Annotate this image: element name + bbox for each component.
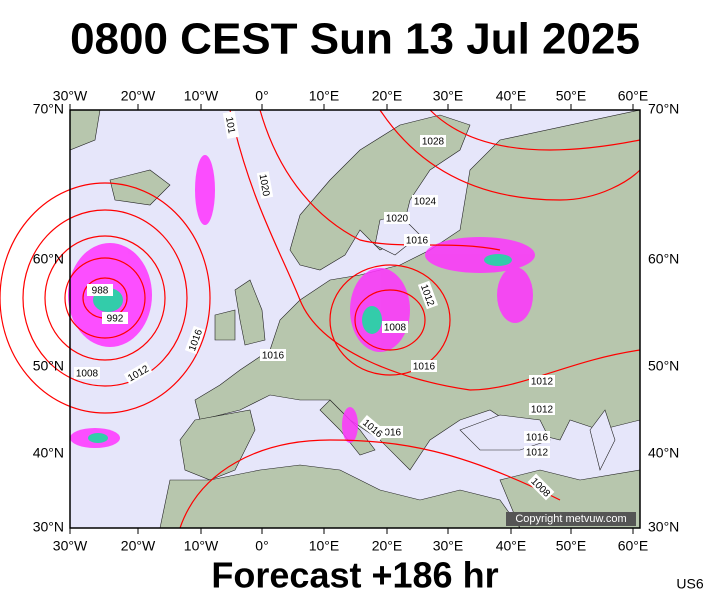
label-bg [260,349,286,361]
label-bg [74,367,100,379]
label-bg [123,361,153,385]
longitude-label: 20°E [372,538,403,554]
longitude-label: 40°E [496,88,527,104]
isobar-label: 1016 [379,428,402,439]
forecast-label: Forecast +186 hr [211,555,498,596]
label-bg [524,446,550,458]
isobar-label-box: 992 [102,312,128,325]
isobar-label-box: 1012 [529,403,555,416]
isobar-label-box: 1024 [412,195,438,208]
isobar-label: 1016 [262,351,285,362]
longitude-label: 30°W [53,88,88,104]
isobars [0,109,641,529]
latitude-label: 50°N [648,358,679,374]
longitude-label: 30°E [433,538,464,554]
longitude-label: 10°E [309,88,340,104]
label-bg [412,195,438,207]
isobar-label: 1020 [257,173,272,197]
isobar-label-box: 1012 [529,375,555,388]
isobar-label-box: 1028 [420,135,446,148]
label-bg [524,431,550,443]
isobar-label-box: 1016 [524,431,550,444]
label-bg [527,473,555,501]
longitude-label: 10°W [184,538,219,554]
isobar-label-box: 1016 [404,234,430,247]
longitude-label: 40°E [496,538,527,554]
isobar-label: 1008 [76,369,99,380]
label-bg [420,135,446,147]
isobar-label: 1008 [384,323,407,334]
longitude-label: 30°E [433,88,464,104]
latitude-label: 70°N [33,101,64,117]
isobar-label-box: 988 [87,284,113,297]
longitude-label: 0° [255,88,268,104]
isobar-label: 1016 [406,236,429,247]
isobar-label: 1012 [526,448,549,459]
label-bg [102,312,128,324]
label-bg [417,280,439,310]
isobar-label-box: 1016 [260,349,286,362]
isobar-label-box: 1016 [411,360,437,373]
longitude-label: 20°W [121,88,156,104]
latitude-label: 60°N [33,251,64,267]
isobar-label: 1012 [531,405,554,416]
model-code: US6 [676,576,703,592]
latitude-label: 60°N [648,251,679,267]
label-bg [359,415,387,441]
isobar-label-box: 1008 [74,367,100,380]
isobar-label-box: 1012 [524,446,550,459]
isobar-label: 101 [223,116,237,135]
copyright: Copyright metvuw.com [515,513,626,525]
isobar-label: 988 [92,286,109,297]
label-bg [256,171,274,199]
map-frame [69,109,641,529]
longitude-label: 60°E [618,538,649,554]
isobar-label: 1016 [526,433,549,444]
latitude-label: 30°N [33,519,64,535]
isobar-label: 1024 [414,197,437,208]
isobar-label: 1020 [386,214,409,225]
label-bg [529,403,555,415]
longitude-label: 0° [255,538,268,554]
longitude-label: 60°E [618,88,649,104]
label-bg [184,325,206,355]
isobar-label-box: 1008 [382,321,408,334]
isobar-label: 992 [107,314,124,325]
isobar-label: 1012 [531,377,554,388]
map-title: 0800 CEST Sun 13 Jul 2025 [70,15,640,64]
label-bg [404,234,430,246]
label-bg [87,284,113,296]
copyright-box [506,512,636,526]
latitude-label: 40°N [33,445,64,461]
longitude-label: 10°W [184,88,219,104]
longitude-label: 50°E [556,538,587,554]
isobar-label-box: 101 [222,111,240,139]
longitude-label: 50°E [556,88,587,104]
isobar-label: 1016 [413,362,436,373]
longitude-label: 20°E [372,88,403,104]
latitude-label: 50°N [33,358,64,374]
isobar-label: 1028 [422,137,445,148]
isobar-label-box: 1020 [256,171,274,199]
label-bg [411,360,437,372]
isobar-label-box: 1020 [384,212,410,225]
label-bg [222,111,240,139]
label-bg [382,321,408,333]
map-area: Copyright metvuw.com [0,109,641,529]
longitude-label: 30°W [53,538,88,554]
longitude-label: 10°E [309,538,340,554]
latitude-label: 30°N [648,519,679,535]
label-bg [384,212,410,224]
label-bg [529,375,555,387]
longitude-label: 20°W [121,538,156,554]
latitude-label: 70°N [648,101,679,117]
latitude-label: 40°N [648,445,679,461]
